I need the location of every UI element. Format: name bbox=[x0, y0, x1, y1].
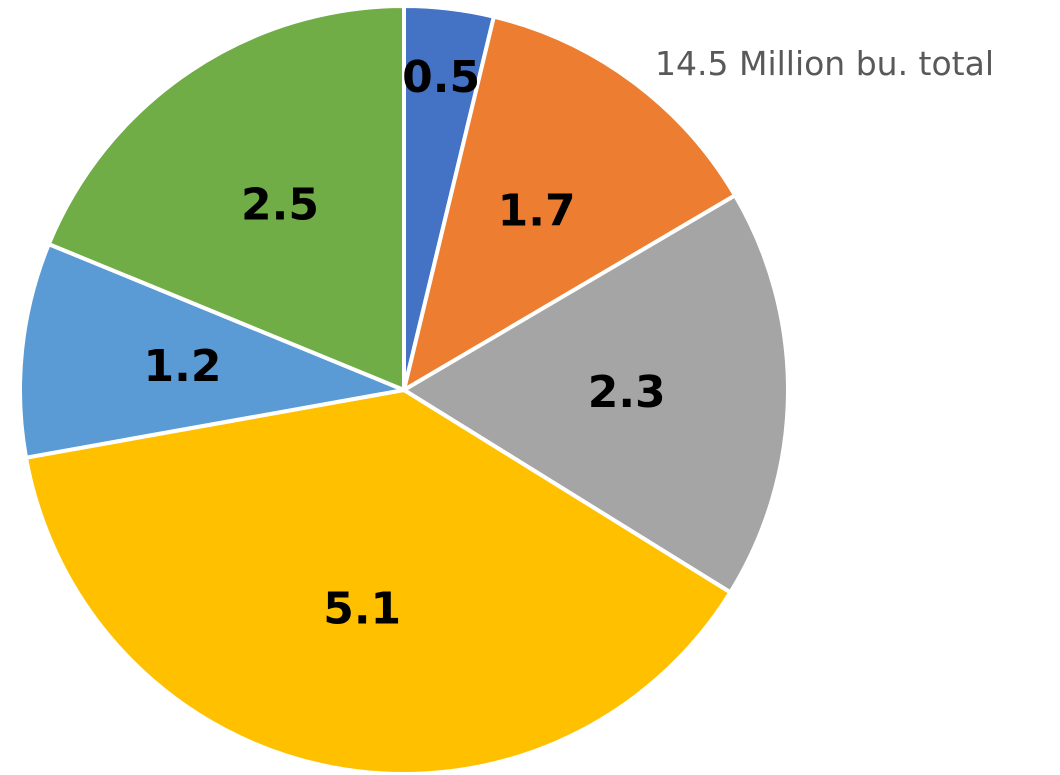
pie-slices bbox=[18, 4, 790, 775]
pie-slice-2 bbox=[402, 193, 790, 595]
pie-slice-label-5: 2.5 bbox=[241, 180, 319, 231]
pie-slice-label-4: 1.2 bbox=[144, 341, 222, 392]
pie-slice-1 bbox=[402, 14, 738, 392]
pie-slice-4 bbox=[18, 242, 406, 460]
pie-slice-label-2: 2.3 bbox=[588, 367, 666, 418]
pie-data-labels: 0.5 1.7 2.3 5.1 1.2 2.5 bbox=[144, 52, 666, 634]
pie-slice-label-0: 0.5 bbox=[402, 52, 480, 103]
pie-slice-label-1: 1.7 bbox=[498, 186, 576, 237]
pie-slice-5 bbox=[46, 4, 406, 392]
pie-slice-label-3: 5.1 bbox=[323, 583, 401, 634]
total-annotation: 14.5 Million bu. total bbox=[655, 44, 994, 83]
pie-slice-3 bbox=[24, 388, 733, 775]
